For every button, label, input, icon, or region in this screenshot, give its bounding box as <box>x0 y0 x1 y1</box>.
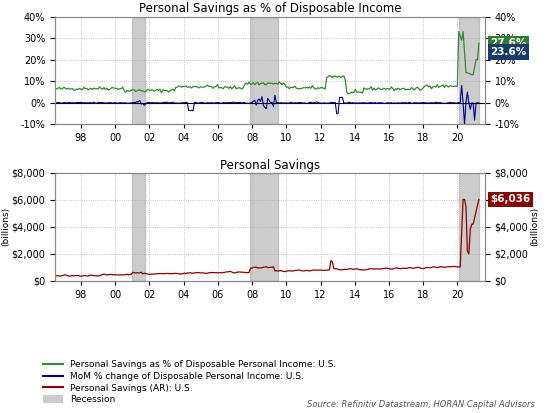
Title: Personal Savings as % of Disposable Income: Personal Savings as % of Disposable Inco… <box>139 2 401 15</box>
Y-axis label: (billions): (billions) <box>1 207 10 247</box>
Y-axis label: (billions): (billions) <box>530 207 539 247</box>
Legend: Personal Savings as % of Disposable Personal Income: U.S., MoM % change of Dispo: Personal Savings as % of Disposable Pers… <box>43 360 337 404</box>
Bar <box>250 17 278 124</box>
Title: Personal Savings: Personal Savings <box>220 159 320 172</box>
Bar <box>459 17 479 124</box>
Text: Source: Refinitiv Datastream, HORAN Capital Advisors: Source: Refinitiv Datastream, HORAN Capi… <box>306 400 534 409</box>
Bar <box>459 173 479 281</box>
Bar <box>250 173 278 281</box>
Bar <box>132 173 145 281</box>
Text: 27.6%: 27.6% <box>490 38 527 48</box>
Bar <box>132 17 145 124</box>
Text: 23.6%: 23.6% <box>490 47 527 57</box>
Text: $6,036: $6,036 <box>490 195 531 204</box>
